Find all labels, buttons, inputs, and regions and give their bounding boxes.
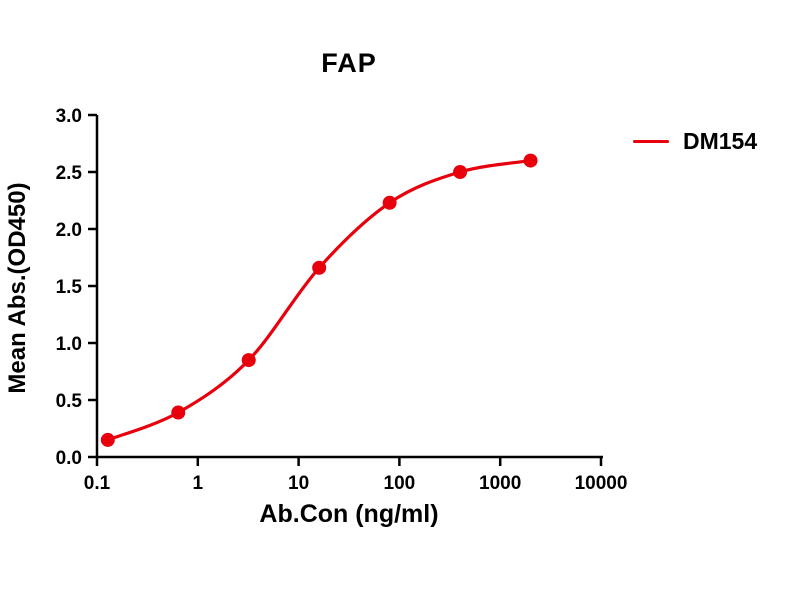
data-point <box>523 153 538 168</box>
x-tick-label: 1000 <box>479 473 521 494</box>
x-tick-label: 100 <box>384 473 416 494</box>
x-axis-title: Ab.Con (ng/ml) <box>259 500 439 528</box>
data-point <box>241 353 256 368</box>
y-tick-label: 1.0 <box>56 334 82 355</box>
y-tick-label: 1.5 <box>56 277 83 298</box>
y-tick-label: 2.0 <box>56 220 82 241</box>
data-point <box>453 165 468 179</box>
data-point <box>171 405 186 420</box>
y-tick-label: 0.5 <box>56 391 83 412</box>
x-tick-label: 1 <box>193 473 204 494</box>
data-curve <box>106 159 533 442</box>
data-point <box>100 432 115 447</box>
y-tick-label: 3.0 <box>56 106 82 127</box>
legend-line-swatch-icon <box>633 139 669 144</box>
legend: DM154 <box>633 128 757 155</box>
legend-series-label: DM154 <box>683 128 758 154</box>
y-tick-label: 2.5 <box>56 163 83 184</box>
x-tick-label: 10000 <box>575 473 628 494</box>
x-tick-label: 0.1 <box>84 473 111 494</box>
data-point <box>312 260 327 275</box>
data-point <box>382 195 397 210</box>
x-tick-label: 10 <box>288 473 309 494</box>
chart-title: FAP <box>321 48 377 78</box>
y-tick-label: 0.0 <box>56 448 82 469</box>
